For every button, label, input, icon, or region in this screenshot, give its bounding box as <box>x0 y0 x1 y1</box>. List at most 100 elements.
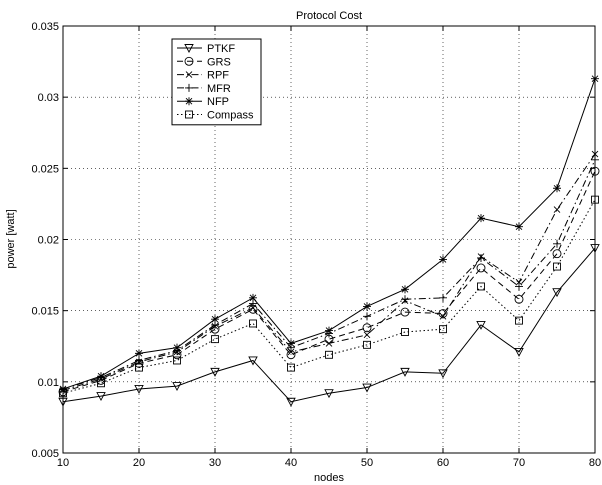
data-point-ptkf <box>552 288 562 298</box>
data-point-nfp <box>591 74 599 83</box>
y-axis-label: power [watt] <box>5 209 17 268</box>
data-point-ptkf <box>400 367 410 377</box>
data-point-mfr <box>477 254 485 263</box>
data-point-grs <box>590 166 600 176</box>
data-point-rpf <box>363 331 371 339</box>
x-tick-label: 30 <box>209 457 221 469</box>
data-point-ptkf <box>362 383 372 393</box>
legend-entry-compass: Compass <box>177 110 254 122</box>
data-point-nfp <box>211 315 219 324</box>
legend-marker-compass <box>185 110 193 119</box>
y-tick-label: 0.01 <box>38 377 59 389</box>
data-point-rpf <box>325 340 333 347</box>
series-line-ptkf <box>62 247 596 403</box>
data-point-nfp <box>363 302 371 311</box>
data-point-nfp <box>249 293 257 302</box>
y-tick-label: 0.03 <box>38 92 59 104</box>
data-point-compass <box>211 335 219 344</box>
data-point-ptkf <box>172 382 182 392</box>
data-point-ptkf <box>210 367 220 377</box>
legend-marker-ptkf <box>184 44 194 53</box>
x-tick-label: 50 <box>361 457 373 469</box>
data-point-compass <box>249 319 257 328</box>
data-point-nfp <box>515 222 523 231</box>
legend-marker-nfp <box>185 97 193 106</box>
data-point-rpf <box>515 278 523 286</box>
series-line-mfr <box>62 159 596 390</box>
data-point-nfp <box>325 326 333 335</box>
y-tick-label: 0.02 <box>38 235 59 247</box>
legend-marker-rpf <box>185 71 193 78</box>
data-point-compass <box>401 328 409 336</box>
legend-marker-grs <box>184 56 194 66</box>
data-point-ptkf <box>590 244 600 253</box>
chart-title: Protocol Cost <box>296 10 362 22</box>
data-point-nfp <box>477 214 485 223</box>
data-point-mfr <box>439 293 447 302</box>
data-point-nfp <box>59 384 67 393</box>
data-point-rpf <box>439 313 447 320</box>
data-point-grs <box>476 263 486 273</box>
legend-marker-mfr <box>185 83 193 92</box>
data-point-compass <box>59 389 67 398</box>
series-line-nfp <box>62 78 596 390</box>
series-line-rpf <box>62 153 596 391</box>
data-point-nfp <box>97 372 105 381</box>
legend-label-rpf: RPF <box>207 70 229 82</box>
data-point-nfp <box>439 255 447 264</box>
legend-box <box>171 38 262 126</box>
legend-entry-rpf: RPF <box>177 70 229 82</box>
series-nfp <box>59 74 599 393</box>
data-point-mfr <box>363 312 371 321</box>
x-tick-label: 10 <box>57 457 69 469</box>
data-point-compass <box>591 195 599 204</box>
data-point-nfp <box>287 339 295 348</box>
data-point-mfr <box>135 356 143 365</box>
data-point-grs <box>362 323 372 333</box>
legend-label-grs: GRS <box>207 56 231 68</box>
data-point-compass <box>515 316 523 325</box>
data-point-ptkf <box>476 320 486 330</box>
legend-label-mfr: MFR <box>207 83 231 95</box>
y-tick-label: 0.025 <box>31 163 59 175</box>
data-point-ptkf <box>286 397 296 407</box>
data-point-grs <box>438 309 448 318</box>
data-point-compass <box>173 356 181 365</box>
x-tick-label: 20 <box>133 457 145 469</box>
data-point-grs <box>514 294 524 304</box>
y-tick-label: 0.035 <box>31 21 59 33</box>
y-tick-label: 0.015 <box>31 306 59 318</box>
legend-label-compass: Compass <box>207 110 254 122</box>
data-point-mfr <box>591 155 599 164</box>
data-point-mfr <box>401 295 409 304</box>
y-tick-label: 0.005 <box>31 448 59 460</box>
x-tick-label: 40 <box>285 457 297 469</box>
data-point-nfp <box>553 184 561 193</box>
axis-ticks: 10 20 30 40 50 60 70 80 0.005 0.01 0.015 0.02 0.025 0… <box>31 21 601 469</box>
data-point-compass <box>325 350 333 359</box>
data-point-ptkf <box>134 385 144 394</box>
data-point-ptkf <box>96 392 106 402</box>
legend-label-nfp: NFP <box>207 96 229 108</box>
data-point-mfr <box>515 282 523 291</box>
x-tick-label: 70 <box>513 457 525 469</box>
data-point-compass <box>97 379 105 388</box>
data-point-compass <box>553 262 561 271</box>
data-point-rpf <box>287 348 295 356</box>
data-point-grs <box>552 249 562 259</box>
data-point-mfr <box>553 239 561 248</box>
series-layer <box>58 74 600 407</box>
data-point-ptkf <box>58 397 68 407</box>
data-point-compass <box>287 363 295 372</box>
x-tick-label: 60 <box>437 457 449 469</box>
series-line-grs <box>62 170 596 393</box>
data-point-ptkf <box>324 389 334 399</box>
series-compass <box>59 195 599 398</box>
data-point-grs <box>400 307 410 317</box>
data-point-compass <box>439 325 447 334</box>
data-point-rpf <box>591 150 599 158</box>
data-point-compass <box>363 340 371 349</box>
series-mfr <box>59 155 599 393</box>
series-rpf <box>59 150 599 394</box>
